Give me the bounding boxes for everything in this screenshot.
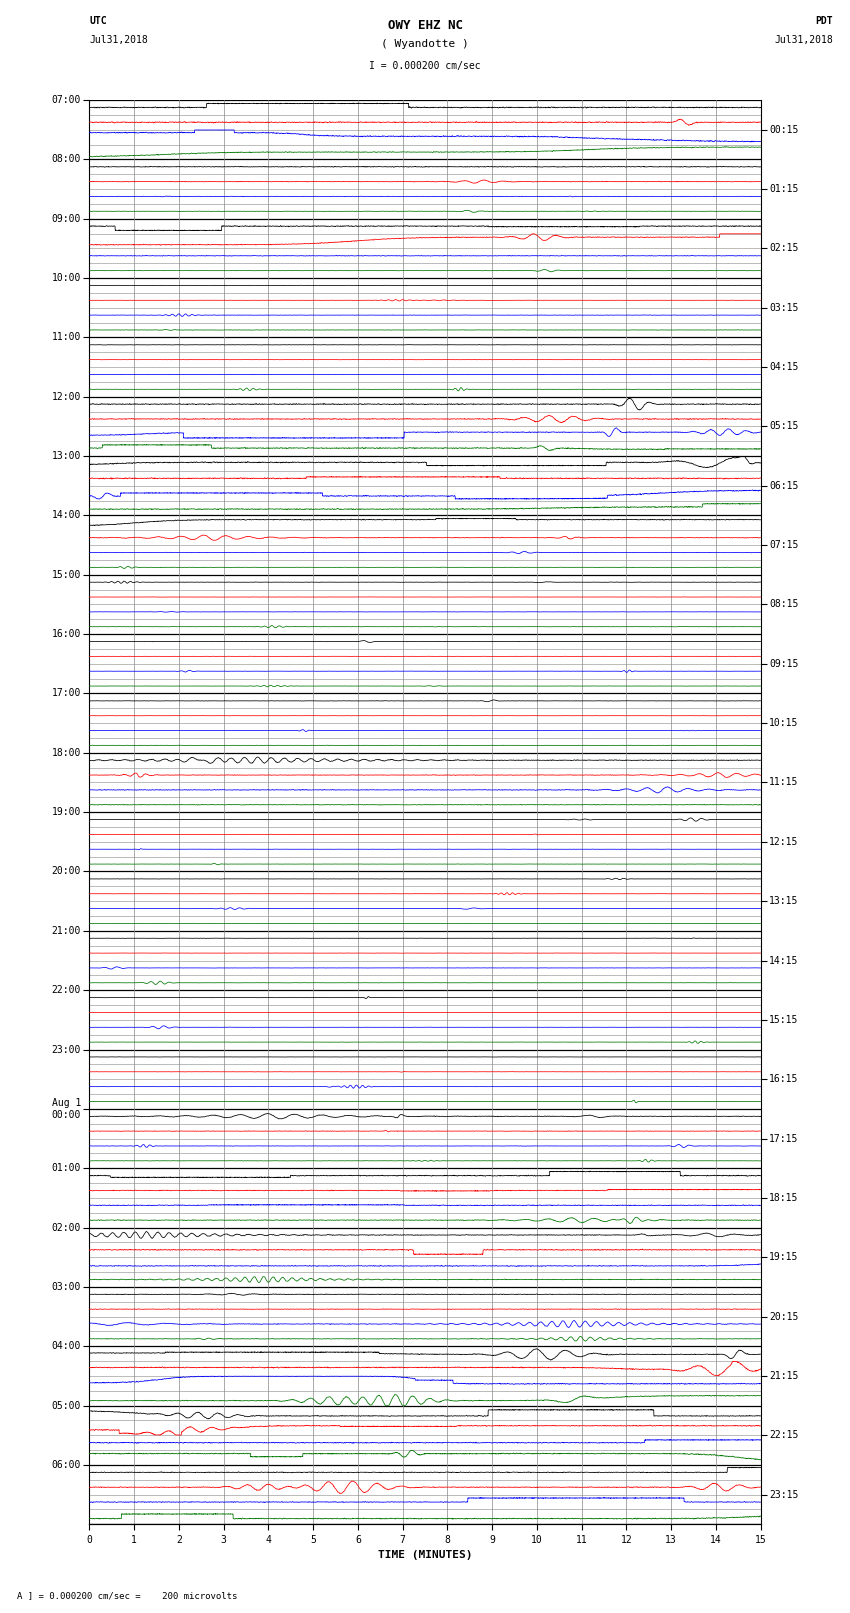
Text: Jul31,2018: Jul31,2018 <box>89 35 148 45</box>
Text: OWY EHZ NC: OWY EHZ NC <box>388 19 462 32</box>
Text: UTC: UTC <box>89 16 107 26</box>
Text: I = 0.000200 cm/sec: I = 0.000200 cm/sec <box>369 61 481 71</box>
Text: PDT: PDT <box>815 16 833 26</box>
X-axis label: TIME (MINUTES): TIME (MINUTES) <box>377 1550 473 1560</box>
Text: ( Wyandotte ): ( Wyandotte ) <box>381 39 469 48</box>
Text: A ] = 0.000200 cm/sec =    200 microvolts: A ] = 0.000200 cm/sec = 200 microvolts <box>17 1590 237 1600</box>
Text: Jul31,2018: Jul31,2018 <box>774 35 833 45</box>
